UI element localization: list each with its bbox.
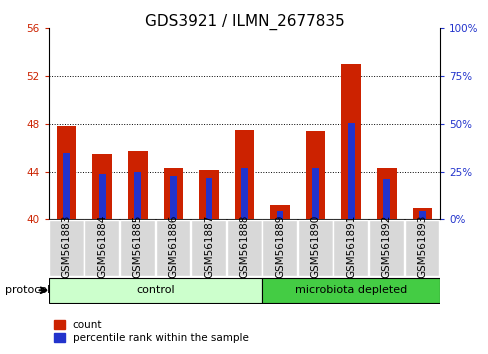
Bar [63,153,70,219]
Bar [170,176,177,219]
Text: GSM561883: GSM561883 [61,215,72,278]
Bar [412,207,431,219]
Bar [49,278,262,303]
Text: GSM561890: GSM561890 [310,215,320,278]
Text: GSM561892: GSM561892 [381,215,391,278]
Bar [199,171,218,219]
FancyBboxPatch shape [49,220,83,275]
Bar [134,172,141,219]
FancyBboxPatch shape [297,220,332,275]
Bar [276,211,283,219]
Bar [99,174,105,219]
Text: microbiota depleted: microbiota depleted [294,285,407,295]
Bar [305,131,325,219]
FancyBboxPatch shape [262,220,297,275]
Bar [92,154,112,219]
Text: GDS3921 / ILMN_2677835: GDS3921 / ILMN_2677835 [144,14,344,30]
Text: GSM561888: GSM561888 [239,215,249,278]
FancyBboxPatch shape [226,220,261,275]
FancyBboxPatch shape [155,220,190,275]
Bar [376,168,396,219]
Text: control: control [136,285,175,295]
Text: GSM561885: GSM561885 [133,215,142,278]
Text: GSM561893: GSM561893 [416,215,427,278]
Bar [57,126,76,219]
FancyBboxPatch shape [120,220,155,275]
FancyBboxPatch shape [404,220,439,275]
Bar [341,64,360,219]
Text: GSM561886: GSM561886 [168,215,178,278]
Bar [383,179,389,219]
Bar [163,168,183,219]
FancyBboxPatch shape [333,220,367,275]
FancyBboxPatch shape [368,220,403,275]
Bar [128,152,147,219]
FancyBboxPatch shape [84,220,119,275]
Bar [234,130,254,219]
Bar [241,168,247,219]
Bar [270,205,289,219]
Legend: count, percentile rank within the sample: count, percentile rank within the sample [54,320,248,343]
Text: GSM561891: GSM561891 [346,215,355,278]
Bar [262,278,439,303]
Bar [311,168,318,219]
Text: GSM561887: GSM561887 [203,215,213,278]
Bar [205,178,212,219]
Bar [418,211,425,219]
Text: protocol: protocol [5,285,50,295]
Text: GSM561889: GSM561889 [275,215,285,278]
FancyBboxPatch shape [191,220,225,275]
Bar [347,123,354,219]
Text: GSM561884: GSM561884 [97,215,107,278]
